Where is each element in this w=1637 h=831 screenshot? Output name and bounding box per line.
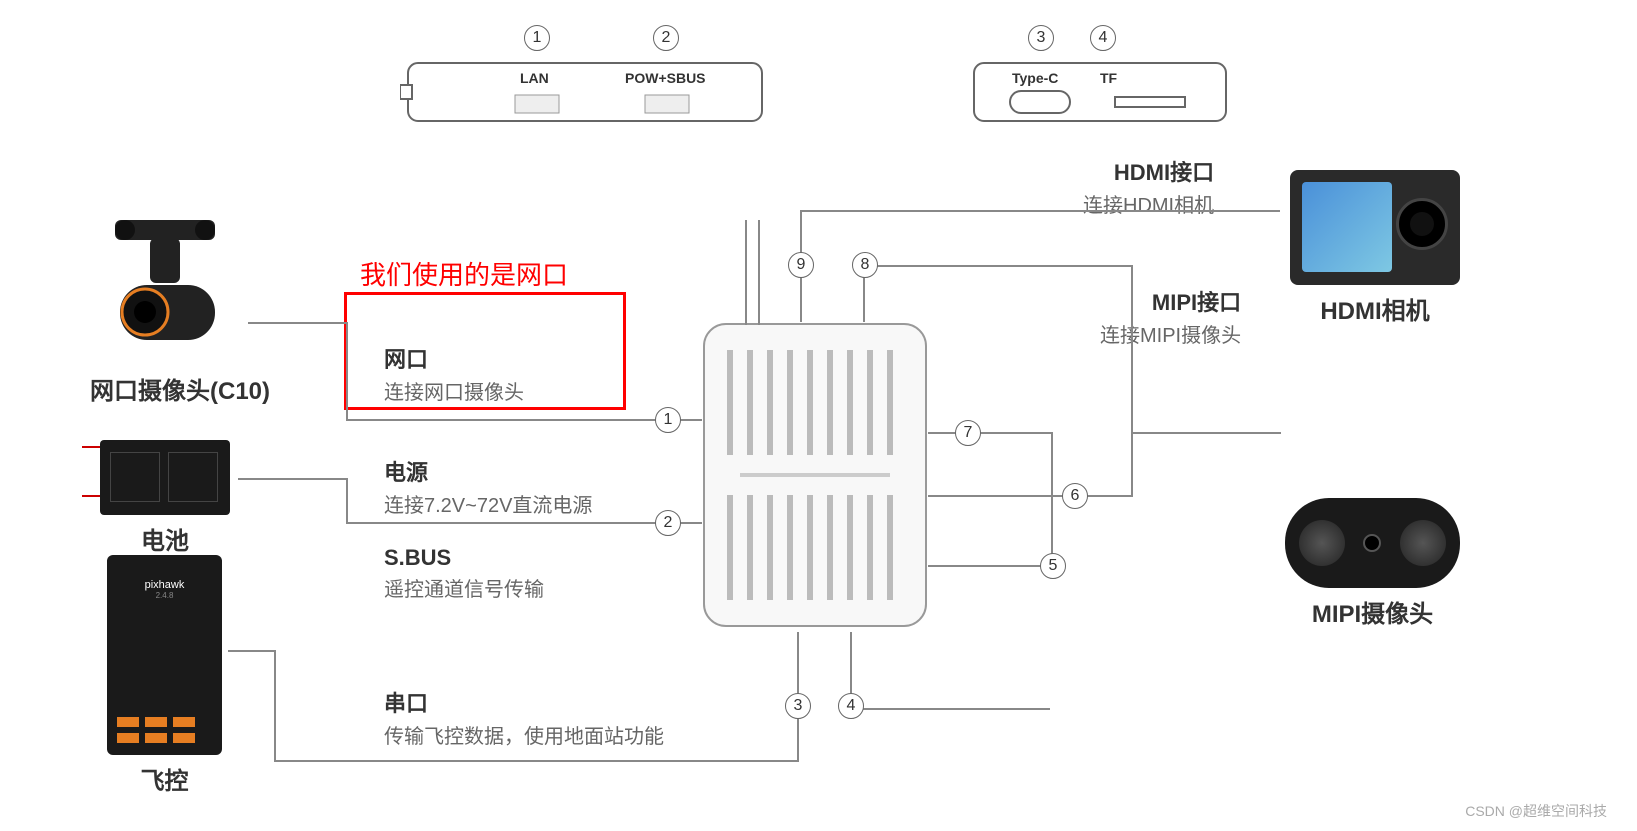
line-mipi-v2 — [1131, 265, 1133, 497]
antenna-1 — [745, 220, 747, 325]
line-pow-h — [346, 522, 702, 524]
num-1: 1 — [655, 407, 681, 433]
num-2: 2 — [655, 510, 681, 536]
serial-port: 串口 传输飞控数据，使用地面站功能 — [384, 686, 664, 749]
num-5: 5 — [1040, 553, 1066, 579]
powsbus-label: POW+SBUS — [625, 70, 706, 86]
line-fc-v — [274, 650, 276, 762]
sbus-title: S.BUS — [384, 545, 544, 571]
top-num-2: 2 — [653, 25, 679, 51]
num-6: 6 — [1062, 483, 1088, 509]
wiring-diagram: 1 2 LAN POW+SBUS 3 4 Type-C TF 网口摄像头(C10… — [0, 0, 1637, 831]
mipi-port: MIPI接口 连接MIPI摄像头 — [1100, 285, 1241, 348]
line-mipi-h4 — [928, 432, 1053, 434]
lan-label: LAN — [520, 70, 549, 86]
line-lan-v — [346, 322, 348, 421]
power-port: 电源 连接7.2V~72V直流电源 — [384, 455, 592, 518]
num-8: 8 — [852, 252, 878, 278]
power-title: 电源 — [384, 455, 592, 487]
line-gimbal — [248, 322, 348, 324]
top-num-4: 4 — [1090, 25, 1116, 51]
top-module-a — [400, 55, 770, 130]
watermark: CSDN @超维空间科技 — [1465, 801, 1607, 821]
top-num-3: 3 — [1028, 25, 1054, 51]
sbus-port: S.BUS 遥控通道信号传输 — [384, 545, 544, 602]
antenna-2 — [758, 220, 760, 325]
line-mipi-v3 — [1051, 432, 1053, 497]
line-pow-v — [346, 478, 348, 524]
line-mipi-h3 — [1131, 432, 1281, 434]
num-7: 7 — [955, 420, 981, 446]
gimbal-label: 网口摄像头(C10) — [90, 371, 270, 406]
pixhawk-label: 飞控 — [107, 761, 222, 796]
central-hub — [700, 320, 930, 630]
line-ser-h — [274, 760, 799, 762]
red-annotation: 我们使用的是网口 — [360, 255, 568, 292]
battery-label: 电池 — [100, 521, 230, 556]
tf-label: TF — [1100, 70, 1117, 86]
num-9: 9 — [788, 252, 814, 278]
hdmi-port: HDMI接口 连接HDMI相机 — [1083, 155, 1214, 218]
line-hdmi-h — [800, 210, 1280, 212]
serial-title: 串口 — [384, 686, 664, 718]
line-ser-h2 — [850, 708, 1050, 710]
hdmi-desc: 连接HDMI相机 — [1083, 189, 1214, 218]
hdmi-title: HDMI接口 — [1083, 155, 1214, 187]
line-fc — [228, 650, 276, 652]
line-mipi-h2 — [928, 495, 1133, 497]
mipi-desc: 连接MIPI摄像头 — [1100, 319, 1241, 348]
typec-label: Type-C — [1012, 70, 1058, 86]
hdmi-cam-label: HDMI相机 — [1290, 291, 1460, 326]
sbus-desc: 遥控通道信号传输 — [384, 573, 544, 602]
pixhawk-device: pixhawk 2.4.8 飞控 — [107, 555, 222, 796]
mipi-cam-label: MIPI摄像头 — [1285, 594, 1460, 629]
red-box — [344, 292, 626, 410]
gimbal-camera: 网口摄像头(C10) — [90, 210, 270, 406]
mipi-camera: MIPI摄像头 — [1285, 498, 1460, 629]
line-lan-h — [346, 419, 702, 421]
top-module-b — [970, 55, 1230, 130]
power-desc: 连接7.2V~72V直流电源 — [384, 489, 592, 518]
top-num-1: 1 — [524, 25, 550, 51]
num-3: 3 — [785, 693, 811, 719]
battery-device: 电池 — [100, 440, 230, 556]
serial-desc: 传输飞控数据，使用地面站功能 — [384, 720, 664, 749]
line-mipi-h5 — [928, 565, 1053, 567]
mipi-title: MIPI接口 — [1100, 285, 1241, 317]
line-bat — [238, 478, 348, 480]
hdmi-camera: HDMI相机 — [1290, 170, 1460, 326]
line-mipi-h — [863, 265, 1133, 267]
num-4: 4 — [838, 693, 864, 719]
